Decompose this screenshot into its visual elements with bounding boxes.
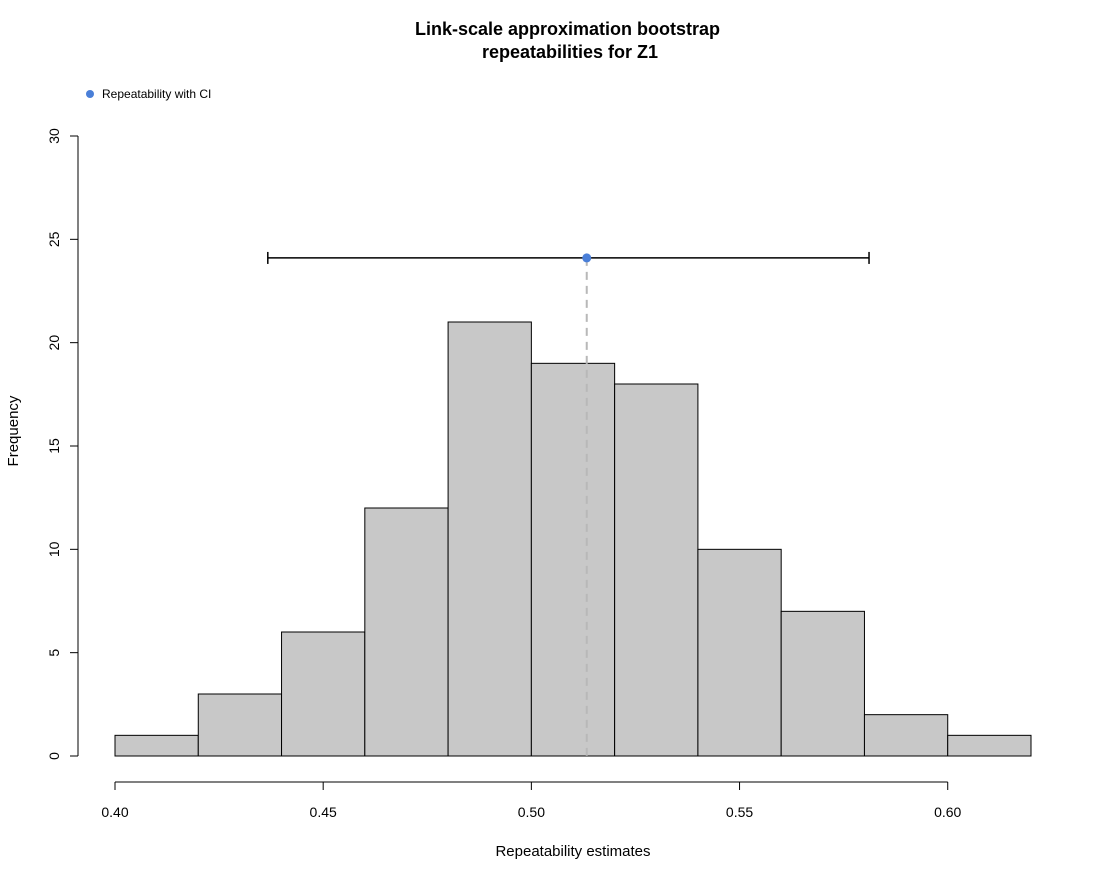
y-tick-label-7: 30 <box>46 128 62 144</box>
x-tick-label-4: 0.55 <box>726 804 753 820</box>
chart-title-line-2: repeatabilities for Z1 <box>482 42 658 62</box>
histogram-bar-10 <box>863 714 949 757</box>
chart-title: Link-scale approximation bootstrap repea… <box>415 19 725 62</box>
repeatability-estimate-point <box>582 253 592 263</box>
y-tick-label-6: 25 <box>46 231 62 247</box>
x-tick-label-3: 0.50 <box>518 804 545 820</box>
bars-layer <box>114 321 1032 757</box>
y-axis-label: Frequency <box>5 395 22 466</box>
estimate-layer <box>267 251 870 756</box>
histogram-bar-11 <box>947 734 1032 757</box>
histogram-bar-4 <box>364 507 449 757</box>
legend-label: Repeatability with CI <box>102 87 211 101</box>
y-tick-label-1: 0 <box>46 752 62 760</box>
y-axis: 0 5 10 15 20 25 30 <box>46 128 79 760</box>
x-tick-label-1: 0.40 <box>101 804 128 820</box>
legend-point-marker <box>86 90 94 98</box>
x-axis-label: Repeatability estimates <box>495 843 650 860</box>
x-axis: 0.40 0.45 0.50 0.55 0.60 <box>101 781 962 820</box>
histogram-bar-2 <box>197 693 283 757</box>
y-tick-label-3: 10 <box>46 541 62 557</box>
histogram-bar-8 <box>697 548 782 757</box>
legend: Repeatability with CI <box>86 87 211 101</box>
histogram-bar-1 <box>114 734 199 757</box>
histogram-bar-5 <box>447 321 532 757</box>
histogram-bar-9 <box>780 610 865 757</box>
histogram-bar-3 <box>281 631 366 757</box>
histogram-bar-7 <box>614 383 699 757</box>
histogram-bar-6 <box>530 362 616 757</box>
chart-title-line-1: Link-scale approximation bootstrap <box>415 19 720 39</box>
x-tick-label-5: 0.60 <box>934 804 961 820</box>
y-tick-label-4: 15 <box>46 438 62 454</box>
x-tick-label-2: 0.45 <box>310 804 337 820</box>
y-tick-label-2: 5 <box>46 649 62 657</box>
y-tick-label-5: 20 <box>46 335 62 351</box>
